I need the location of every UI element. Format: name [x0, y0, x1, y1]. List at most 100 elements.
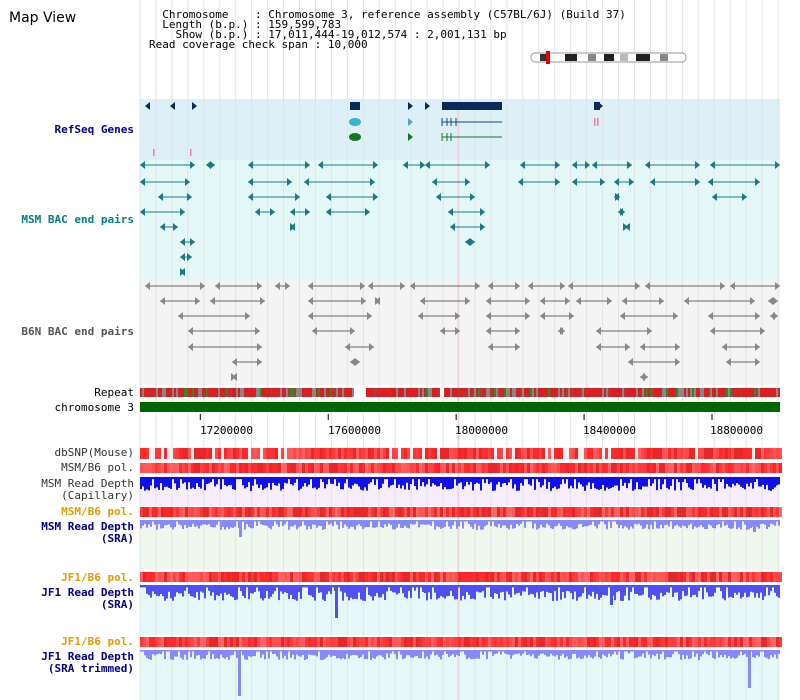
msm-bac-end: [373, 161, 378, 169]
pol-heat-cell: [215, 637, 218, 647]
msm-depth-sra-label[interactable]: MSM Read Depth (SRA): [41, 520, 134, 545]
msm-cap-depth-bar: [348, 477, 350, 488]
repeat-segment: [566, 388, 568, 397]
repeat-segment: [438, 388, 440, 397]
msm-cap-depth-bar: [316, 477, 318, 490]
msm-bac-end: [403, 161, 408, 169]
msm-cap-depth-bar: [408, 477, 410, 490]
pol-heat-cell: [350, 507, 353, 517]
msm-sra-depth-bar: [382, 520, 384, 528]
repeat-segment: [652, 388, 654, 397]
msm-sra-depth-bar: [760, 520, 762, 525]
msm-sra-depth-bar: [542, 520, 544, 528]
msm-depth-capillary-label[interactable]: MSM Read Depth (Capillary): [41, 477, 134, 502]
jf1-trim-depth-bar: [778, 650, 780, 654]
dbsnp-heat-cell: [146, 448, 149, 459]
pol-heat-cell: [530, 637, 533, 647]
jf1-pol2-label[interactable]: JF1/B6 pol.: [61, 635, 134, 648]
jf1-sra-depth-bar: [616, 585, 618, 593]
pol-heat-cell: [206, 637, 209, 647]
jf1-sra-depth-bar: [712, 585, 714, 597]
b6n-bac-end: [257, 343, 262, 351]
pol-heat-cell: [278, 637, 281, 647]
jf1-trim-depth-bar: [154, 650, 156, 656]
jf1-trim-depth-bar: [140, 650, 142, 652]
jf1-sra-depth-bar: [670, 585, 672, 588]
msm-sra-depth-bar: [234, 520, 236, 527]
pol-heat-cell: [410, 463, 413, 473]
msm-bac-end: [370, 178, 375, 186]
jf1-trim-depth-bar: [280, 650, 282, 652]
msm-sra-depth-bar: [248, 520, 250, 527]
dbsnp-heat-cell: [305, 448, 308, 459]
pol-heat-cell: [692, 507, 695, 517]
jf1-sra-depth-bar: [608, 585, 610, 588]
repeat-segment: [716, 388, 718, 397]
msm-b6-pol-label[interactable]: MSM/B6 pol.: [61, 461, 134, 474]
msm-sra-depth-bar: [576, 520, 578, 529]
pol-heat-cell: [275, 572, 278, 582]
jf1-depth-trimmed-label[interactable]: JF1 Read Depth (SRA trimmed): [41, 650, 134, 675]
jf1-sra-depth-bar: [268, 585, 270, 599]
pol-heat-cell: [734, 507, 737, 517]
msm-sra-depth-bar: [214, 520, 216, 528]
msm-cap-depth-bar: [360, 477, 362, 490]
pol-heat-cell: [314, 637, 317, 647]
jf1-trim-depth-bar: [702, 650, 704, 655]
pol-heat-cell: [752, 507, 755, 517]
msm-sra-depth-bar: [512, 520, 514, 529]
pol-heat-cell: [200, 637, 203, 647]
pol-heat-cell: [161, 507, 164, 517]
jf1-depth-sra-label[interactable]: JF1 Read Depth (SRA): [41, 586, 134, 611]
jf1-sra-depth-bar: [212, 585, 214, 593]
jf1-pol-label[interactable]: JF1/B6 pol.: [61, 571, 134, 584]
jf1-trim-depth-bar: [504, 650, 506, 654]
msm-bac-label[interactable]: MSM BAC end pairs: [21, 213, 134, 226]
pol-heat-cell: [395, 637, 398, 647]
msm-cap-depth-bar: [276, 477, 278, 486]
refseq-genes-label[interactable]: RefSeq Genes: [54, 123, 134, 136]
pol-heat-cell: [689, 572, 692, 582]
dbsnp-heat-cell: [443, 448, 446, 459]
msm-cap-depth-bar: [654, 477, 656, 480]
b6n-bac-label[interactable]: B6N BAC end pairs: [21, 325, 134, 338]
dbsnp-heat-cell: [734, 448, 737, 459]
dbsnp-heat-cell: [326, 448, 329, 459]
dbsnp-heat-cell: [740, 448, 743, 459]
repeat-segment: [388, 388, 390, 397]
pol-heat-cell: [185, 637, 188, 647]
msm-cap-depth-bar: [454, 477, 456, 480]
ideogram-band: [636, 54, 650, 61]
pol-heat-cell: [470, 572, 473, 582]
msm-cap-depth-bar: [370, 477, 372, 483]
pol-heat-cell: [653, 572, 656, 582]
jf1-trim-depth-bar: [310, 650, 312, 655]
jf1-trim-depth-bar: [170, 650, 172, 660]
pol-heat-cell: [143, 637, 146, 647]
msm-cap-depth-bar: [384, 477, 386, 480]
pol-heat-cell: [431, 507, 434, 517]
repeat-segment: [148, 388, 150, 397]
repeat-segment: [466, 388, 468, 397]
msm-sra-depth-bar: [264, 520, 266, 526]
jf1-trim-depth-bar: [578, 650, 580, 658]
repeat-segment: [430, 388, 432, 397]
pol-heat-cell: [266, 463, 269, 473]
pol-heat-cell: [335, 637, 338, 647]
dbsnp-heat-cell: [512, 448, 515, 459]
msm-sra-depth-bar: [170, 520, 172, 528]
jf1-sra-depth-bar: [230, 585, 232, 597]
pol-heat-cell: [410, 637, 413, 647]
jf1-sra-depth-bar: [350, 585, 352, 598]
jf1-trim-depth-bar: [714, 650, 716, 660]
dbsnp-heat-cell: [323, 448, 326, 459]
pol-heat-cell: [254, 572, 257, 582]
msm-cap-depth-bar: [238, 477, 240, 480]
msm-b6-pol2-label[interactable]: MSM/B6 pol.: [61, 505, 134, 518]
dbsnp-label[interactable]: dbSNP(Mouse): [54, 446, 134, 459]
dbsnp-heat-cell: [401, 448, 404, 459]
repeat-segment: [772, 388, 774, 397]
msm-sra-depth-bar: [232, 520, 234, 529]
jf1-sra-depth-bar: [740, 585, 742, 599]
